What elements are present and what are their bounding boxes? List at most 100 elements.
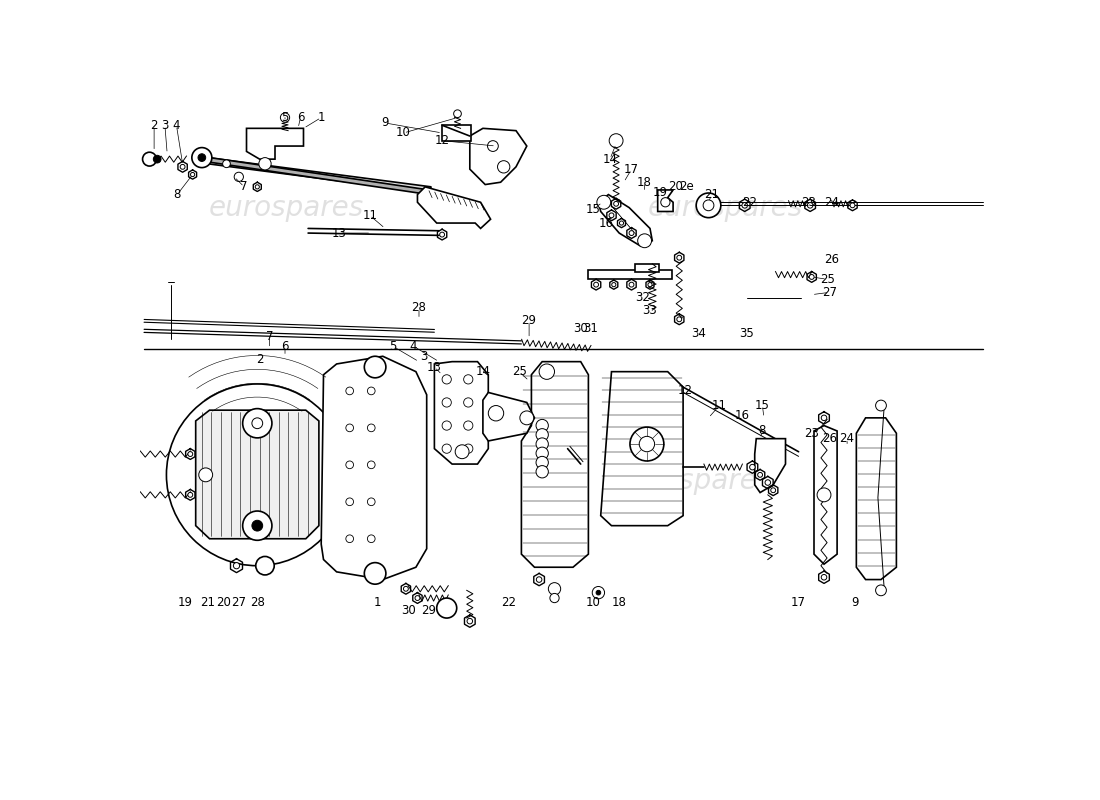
Circle shape: [367, 424, 375, 432]
Text: 15: 15: [585, 203, 601, 217]
Text: 29: 29: [421, 604, 437, 617]
Text: 2: 2: [151, 118, 158, 132]
Circle shape: [191, 147, 212, 168]
Circle shape: [537, 577, 542, 582]
Circle shape: [252, 418, 263, 429]
Circle shape: [696, 193, 720, 218]
Text: eurospares: eurospares: [209, 467, 364, 495]
Text: 19: 19: [177, 596, 192, 609]
Text: 13: 13: [331, 226, 346, 239]
Circle shape: [771, 488, 775, 493]
Text: 23: 23: [804, 426, 820, 440]
Text: 14: 14: [475, 365, 491, 378]
Circle shape: [190, 173, 195, 177]
Text: 4: 4: [410, 340, 417, 353]
Circle shape: [539, 364, 554, 379]
Circle shape: [188, 452, 192, 457]
Circle shape: [166, 384, 348, 566]
Circle shape: [629, 230, 634, 235]
Circle shape: [468, 618, 473, 624]
Circle shape: [594, 282, 598, 287]
Text: 7: 7: [241, 180, 248, 194]
Circle shape: [614, 202, 618, 206]
Circle shape: [233, 562, 240, 569]
Polygon shape: [196, 156, 431, 192]
Text: 27: 27: [231, 596, 246, 609]
Polygon shape: [856, 418, 896, 579]
Circle shape: [188, 493, 192, 498]
Text: 14: 14: [603, 153, 617, 166]
Circle shape: [592, 586, 605, 599]
Text: 17: 17: [791, 596, 806, 609]
Circle shape: [612, 282, 616, 286]
Circle shape: [630, 427, 664, 461]
Circle shape: [609, 134, 623, 147]
Polygon shape: [321, 356, 427, 579]
Circle shape: [488, 406, 504, 421]
Circle shape: [440, 232, 444, 237]
Text: 27: 27: [822, 286, 837, 299]
Circle shape: [676, 255, 682, 260]
Text: 3: 3: [420, 350, 427, 362]
Circle shape: [548, 582, 561, 595]
Text: 20: 20: [668, 180, 683, 194]
Circle shape: [464, 421, 473, 430]
Text: 22: 22: [742, 196, 758, 209]
Text: 2e: 2e: [680, 180, 694, 194]
Polygon shape: [246, 128, 304, 159]
Polygon shape: [470, 128, 527, 185]
Text: 13: 13: [427, 361, 442, 374]
Circle shape: [536, 419, 548, 432]
Circle shape: [876, 585, 887, 596]
Text: 10: 10: [396, 126, 411, 139]
Text: 4: 4: [173, 118, 180, 132]
Circle shape: [453, 110, 461, 118]
Text: 28: 28: [250, 596, 265, 609]
Text: 32: 32: [635, 291, 650, 304]
Text: 5: 5: [389, 340, 396, 353]
Text: 23: 23: [801, 196, 816, 209]
Text: eurospares: eurospares: [209, 194, 364, 222]
Circle shape: [234, 172, 243, 182]
Circle shape: [536, 456, 548, 469]
Circle shape: [676, 317, 682, 322]
Circle shape: [153, 155, 161, 163]
Circle shape: [807, 202, 813, 208]
Circle shape: [550, 594, 559, 602]
Circle shape: [404, 586, 408, 591]
Circle shape: [520, 411, 534, 425]
Text: 17: 17: [624, 162, 639, 176]
Text: 15: 15: [755, 399, 770, 412]
Text: 6: 6: [297, 111, 305, 124]
Circle shape: [442, 374, 451, 384]
Circle shape: [536, 429, 548, 441]
Text: 2: 2: [256, 353, 263, 366]
Circle shape: [536, 447, 548, 459]
Circle shape: [255, 185, 260, 189]
Circle shape: [415, 596, 420, 601]
Circle shape: [143, 152, 156, 166]
Circle shape: [464, 374, 473, 384]
Text: 26: 26: [822, 432, 837, 445]
Circle shape: [758, 473, 762, 478]
Text: 21: 21: [704, 188, 719, 201]
Circle shape: [198, 154, 206, 162]
Circle shape: [199, 468, 212, 482]
Circle shape: [661, 198, 670, 207]
Circle shape: [810, 274, 814, 279]
Polygon shape: [598, 194, 652, 246]
Circle shape: [367, 461, 375, 469]
Text: 16: 16: [598, 217, 614, 230]
Circle shape: [243, 511, 272, 540]
Text: 11: 11: [362, 209, 377, 222]
Text: 24: 24: [824, 196, 839, 209]
Bar: [588, 270, 671, 279]
Text: 24: 24: [839, 432, 855, 445]
Circle shape: [442, 444, 451, 454]
Text: 29: 29: [521, 314, 537, 327]
Text: 28: 28: [411, 302, 427, 314]
Circle shape: [464, 444, 473, 454]
Text: 19: 19: [652, 186, 668, 198]
Text: 25: 25: [820, 273, 835, 286]
Circle shape: [822, 574, 827, 580]
